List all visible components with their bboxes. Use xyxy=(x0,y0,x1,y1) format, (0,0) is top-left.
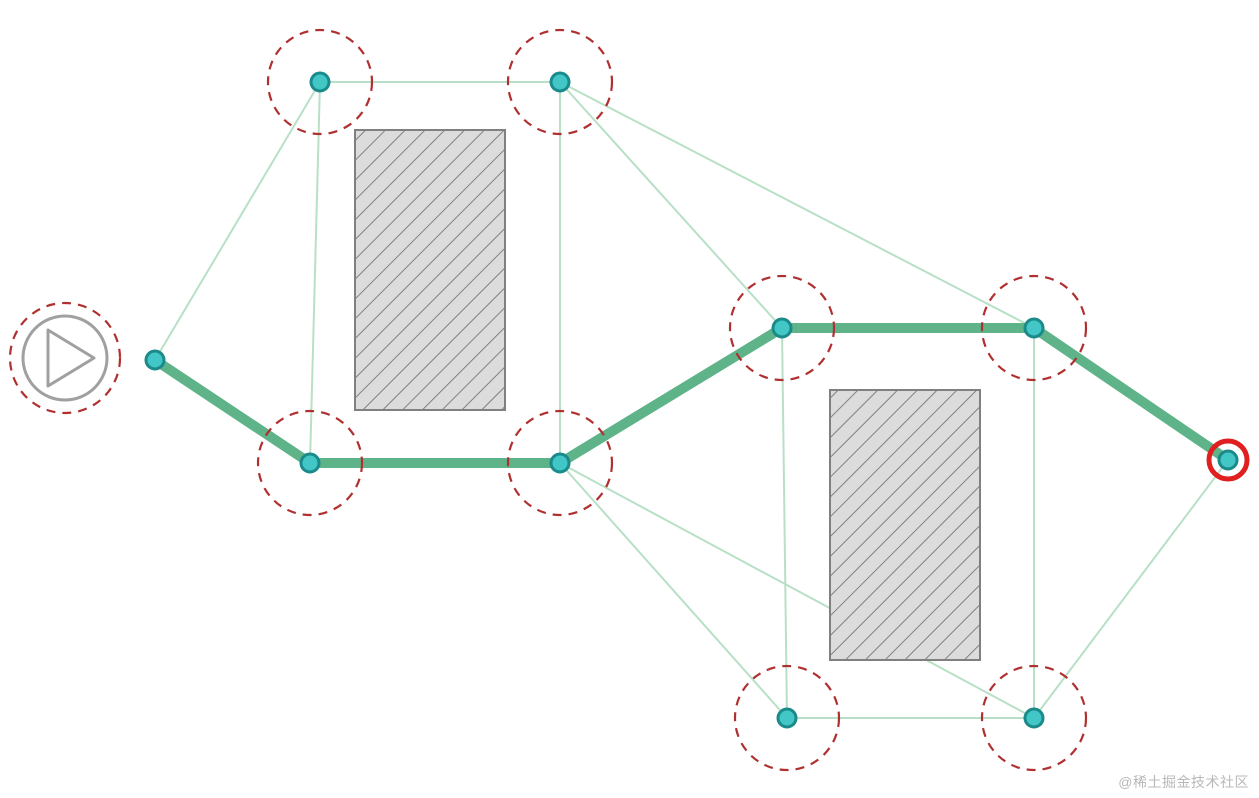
path-segment xyxy=(1034,328,1228,460)
solution-path xyxy=(155,328,1228,463)
goal-marker xyxy=(1209,441,1247,479)
graph-edge xyxy=(560,463,787,718)
graph-node xyxy=(551,454,569,472)
obstacle-rect xyxy=(355,130,505,410)
graph-node xyxy=(778,709,796,727)
path-segment xyxy=(155,360,310,463)
graph-node xyxy=(551,73,569,91)
graph-edge xyxy=(310,82,320,463)
graph-edge xyxy=(782,328,787,718)
watermark-text: @稀土掘金技术社区 xyxy=(1118,772,1249,792)
obstacle-rect xyxy=(830,390,980,660)
graph-edge xyxy=(1034,460,1228,718)
graph-edges xyxy=(155,82,1228,718)
graph-edge xyxy=(560,82,782,328)
graph-node xyxy=(146,351,164,369)
graph-node xyxy=(301,454,319,472)
graph-node xyxy=(1025,319,1043,337)
play-icon xyxy=(48,330,94,386)
graph-node xyxy=(311,73,329,91)
graph-edge xyxy=(560,82,1034,328)
goal-node xyxy=(1219,451,1237,469)
graph-edge xyxy=(155,82,320,360)
graph-node xyxy=(773,319,791,337)
start-marker xyxy=(10,303,120,413)
pathfinding-diagram xyxy=(0,0,1259,798)
start-halo xyxy=(10,303,120,413)
path-segment xyxy=(560,328,782,463)
graph-node xyxy=(1025,709,1043,727)
